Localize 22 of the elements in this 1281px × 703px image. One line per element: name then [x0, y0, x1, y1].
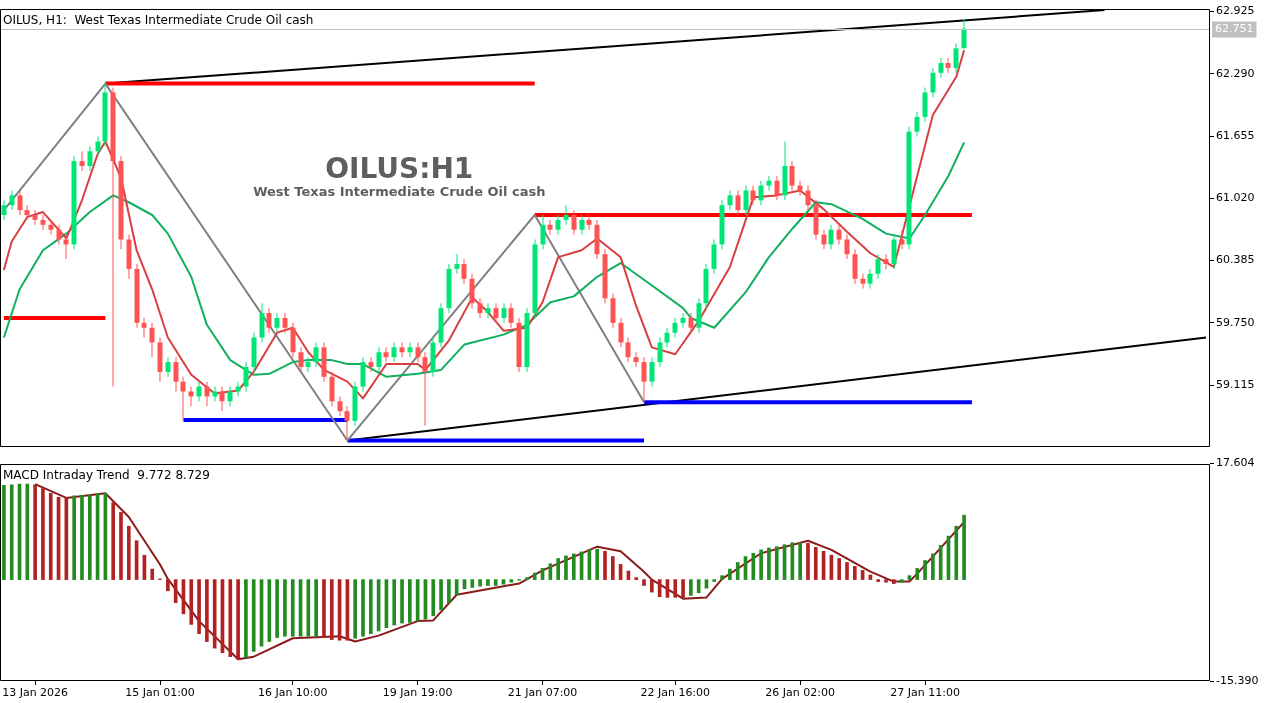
- x-tick-label: 26 Jan 02:00: [765, 686, 835, 700]
- y-tick-label: 61.655: [1216, 128, 1255, 142]
- x-tick-label: 21 Jan 07:00: [507, 686, 578, 700]
- annotation: OILUS:H1: [325, 151, 474, 185]
- y-tick-label: -15.390: [1216, 673, 1259, 687]
- ref-line-label: 62.751: [1215, 22, 1254, 36]
- x-tick-label: 16 Jan 10:00: [257, 686, 328, 700]
- y-tick-label: 62.290: [1216, 66, 1255, 80]
- chart-title: MACD Intraday Trend 9.772 8.729: [3, 467, 210, 482]
- y-tick-label: 61.020: [1216, 191, 1255, 205]
- y-tick-label: 60.385: [1216, 253, 1255, 267]
- x-tick-label: 19 Jan 19:00: [382, 686, 453, 700]
- x-tick-label: 13 Jan 2026: [2, 686, 69, 700]
- x-tick-label: 15 Jan 01:00: [125, 686, 195, 700]
- x-tick-label: 22 Jan 16:00: [640, 686, 711, 700]
- y-tick-label: 59.750: [1216, 315, 1255, 329]
- chart-title: OILUS, H1: West Texas Intermediate Crude Oil cash: [3, 12, 314, 27]
- y-tick-label: 62.925: [1216, 4, 1255, 18]
- y-tick-label: 59.115: [1216, 377, 1255, 391]
- x-tick-label: 27 Jan 11:00: [890, 686, 960, 700]
- annotation: West Texas Intermediate Crude Oil cash: [253, 183, 546, 199]
- y-tick-label: 17.604: [1216, 456, 1255, 470]
